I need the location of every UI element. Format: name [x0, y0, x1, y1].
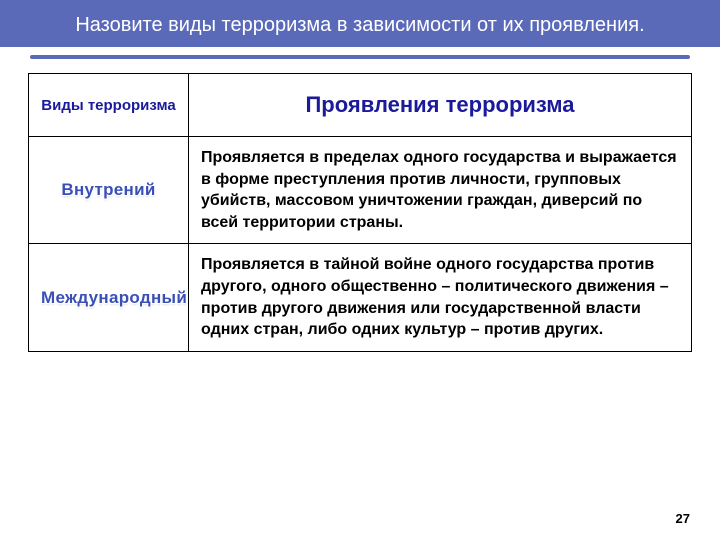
type-internal: Внутрений	[29, 137, 189, 244]
content-table-wrap: Виды терроризма Проявления терроризма Вн…	[28, 73, 692, 352]
table-header-row: Виды терроризма Проявления терроризма	[29, 74, 692, 137]
title-underline-wrap	[0, 55, 720, 59]
table-row: Международный Проявляется в тайной войне…	[29, 244, 692, 351]
desc-internal: Проявляется в пределах одного государств…	[189, 137, 692, 244]
page-number: 27	[676, 511, 690, 526]
slide-title: Назовите виды терроризма в зависимости о…	[0, 0, 720, 47]
desc-international: Проявляется в тайной войне одного госуда…	[189, 244, 692, 351]
terrorism-types-table: Виды терроризма Проявления терроризма Вн…	[28, 73, 692, 352]
table-row: Внутрений Проявляется в пределах одного …	[29, 137, 692, 244]
title-underline	[30, 55, 690, 59]
type-international: Международный	[29, 244, 189, 351]
header-manifestations: Проявления терроризма	[189, 74, 692, 137]
header-types: Виды терроризма	[29, 74, 189, 137]
